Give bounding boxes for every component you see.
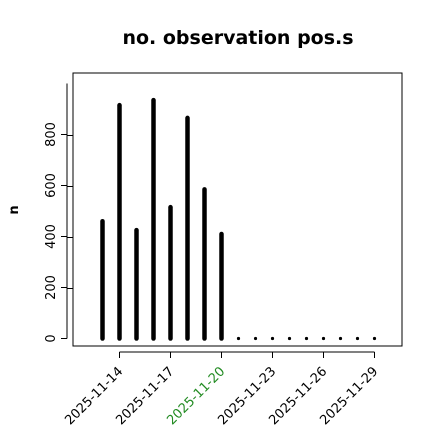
bar-2025-11-25 [304,336,309,341]
bar-2025-11-27 [338,336,343,341]
y-tick-label: 800 [44,122,59,147]
bar-2025-11-28 [355,336,360,341]
plot-frame [72,72,403,347]
bar-2025-11-22 [253,336,258,341]
chart-title: no. observation pos.s [122,27,353,49]
bar-2025-11-26 [321,336,326,341]
y-tick-label: 200 [44,275,59,300]
bar-2025-11-21 [236,336,241,341]
x-axis: 2025-11-142025-11-172025-11-202025-11-23… [62,351,381,428]
y-axis-label: n [7,205,22,214]
bar-2025-11-24 [287,336,292,341]
y-tick-label: 600 [44,173,59,198]
bar-2025-11-23 [270,336,275,341]
bars [100,97,377,341]
y-tick-label: 0 [44,334,59,342]
y-tick-label: 400 [44,224,59,249]
y-axis: 0 200 400 600 800 [44,83,73,343]
bar-2025-11-29 [372,336,377,341]
